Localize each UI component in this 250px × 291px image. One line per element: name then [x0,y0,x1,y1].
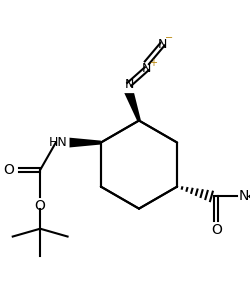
Text: O: O [210,223,221,237]
Text: −: − [164,33,173,43]
Text: N: N [157,38,166,51]
Text: N: N [238,189,248,203]
Text: N: N [124,78,133,91]
Text: +: + [148,58,156,68]
Text: O: O [3,163,14,177]
Text: HN: HN [48,136,67,149]
Text: N: N [142,62,151,75]
Polygon shape [69,138,100,148]
Polygon shape [124,93,140,120]
Text: O: O [34,199,46,213]
